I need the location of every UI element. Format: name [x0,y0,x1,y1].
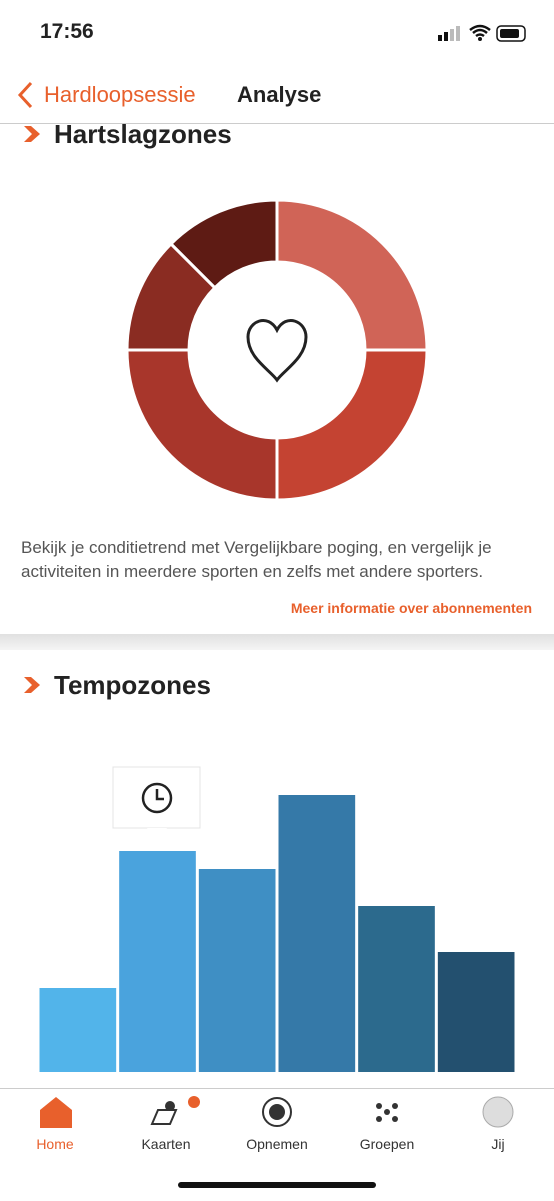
tab-label[interactable]: Groepen [359,1136,415,1152]
donut-segment [275,348,429,502]
home-icon[interactable] [40,1097,72,1128]
heart-icon [246,319,308,383]
home-indicator [178,1182,376,1188]
tab-label[interactable]: Jij [491,1136,505,1152]
section-chevron [24,126,40,142]
bar [278,795,356,1072]
maps-icon[interactable] [150,1109,178,1125]
tooltip [112,766,201,838]
tab-label[interactable]: Opnemen [246,1136,308,1152]
heart-zone-chart [125,198,429,502]
back-arrow[interactable] [14,80,38,110]
description: Bekijk je conditietrend met Vergelijkbar… [21,538,492,581]
donut-segment [125,348,279,502]
record-icon[interactable] [262,1097,292,1127]
separator [0,123,554,124]
status-time: 17:56 [40,20,94,43]
donut-segment [125,241,217,352]
section-chevron [24,677,40,693]
bar [198,869,276,1072]
nav-title: Analyse [237,82,322,107]
bar [119,851,196,1072]
donut-segment [275,198,429,352]
tab-label[interactable]: Kaarten [141,1136,191,1152]
section-title: Tempozones [54,670,211,700]
status-icons [438,24,526,42]
groups-icon[interactable] [376,1103,398,1122]
tab-label[interactable]: Home [36,1136,74,1152]
pace-zone-chart [39,766,515,1072]
bar [39,988,117,1072]
section-title: Hartslagzones [54,119,232,149]
subscription-link[interactable]: Meer informatie over abonnementen [290,600,532,616]
section-gap [0,634,554,650]
back-button[interactable]: Hardloopsessie [44,82,196,107]
avatar[interactable] [482,1096,514,1128]
bar [437,952,515,1072]
bar [358,906,435,1072]
tab-icons [40,1096,514,1128]
